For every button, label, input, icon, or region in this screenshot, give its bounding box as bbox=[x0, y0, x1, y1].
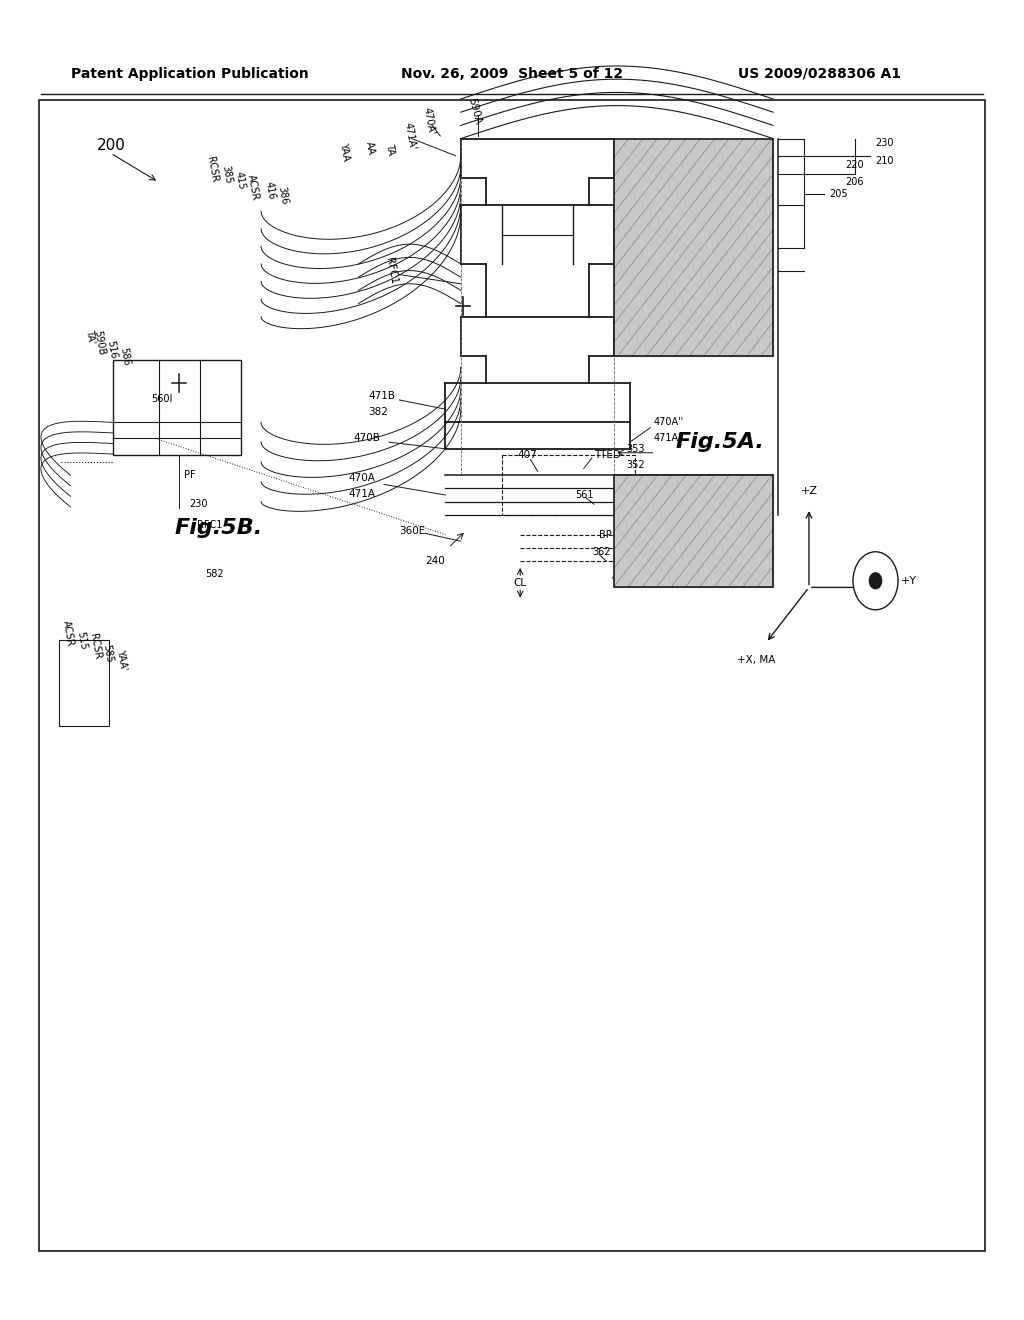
Text: 516: 516 bbox=[105, 339, 119, 360]
Text: 407: 407 bbox=[517, 450, 537, 461]
Text: 220: 220 bbox=[845, 160, 863, 170]
Text: TA: TA bbox=[384, 143, 396, 156]
Text: 200: 200 bbox=[97, 137, 126, 153]
Circle shape bbox=[869, 573, 882, 589]
Text: TTED: TTED bbox=[594, 450, 621, 461]
Text: +Z: +Z bbox=[801, 486, 817, 496]
Text: 416: 416 bbox=[263, 180, 276, 201]
Polygon shape bbox=[614, 139, 773, 356]
Text: RFC1: RFC1 bbox=[384, 256, 398, 285]
Text: 230: 230 bbox=[876, 137, 894, 148]
Bar bbox=[113, 360, 241, 455]
Text: Nov. 26, 2009  Sheet 5 of 12: Nov. 26, 2009 Sheet 5 of 12 bbox=[401, 67, 623, 81]
Text: 206: 206 bbox=[845, 177, 863, 187]
Text: 471A'': 471A'' bbox=[653, 433, 683, 444]
Circle shape bbox=[853, 552, 898, 610]
Text: RFC1: RFC1 bbox=[197, 520, 222, 531]
Text: PF: PF bbox=[184, 470, 196, 480]
Text: 240: 240 bbox=[425, 556, 444, 566]
Text: RCSR: RCSR bbox=[205, 156, 219, 182]
Text: 470A'': 470A'' bbox=[653, 417, 683, 428]
Text: Fig.5A.: Fig.5A. bbox=[676, 432, 765, 453]
Bar bbox=[614, 475, 773, 587]
Bar bbox=[614, 139, 773, 356]
Text: 210: 210 bbox=[876, 156, 894, 166]
Text: AA: AA bbox=[364, 140, 376, 156]
Text: ACSR: ACSR bbox=[246, 174, 260, 201]
Bar bbox=[59, 640, 109, 726]
Text: Fig.5B.: Fig.5B. bbox=[174, 517, 262, 539]
Text: 515: 515 bbox=[75, 630, 88, 651]
Text: US 2009/0288306 A1: US 2009/0288306 A1 bbox=[737, 67, 901, 81]
Text: +Y: +Y bbox=[881, 582, 897, 593]
Text: 471A': 471A' bbox=[402, 121, 417, 150]
Text: YAA: YAA bbox=[338, 141, 351, 162]
Text: 360E: 360E bbox=[399, 525, 426, 536]
Text: 561: 561 bbox=[575, 490, 594, 500]
Text: 353: 353 bbox=[627, 444, 645, 454]
Text: 352: 352 bbox=[627, 459, 645, 470]
Text: 471B: 471B bbox=[369, 391, 395, 401]
Text: 586: 586 bbox=[118, 346, 131, 367]
Text: 365: 365 bbox=[620, 565, 638, 576]
Text: 362: 362 bbox=[592, 546, 610, 557]
Text: 590B: 590B bbox=[92, 330, 106, 356]
Text: 470A: 470A bbox=[348, 473, 375, 483]
Text: Patent Application Publication: Patent Application Publication bbox=[71, 67, 308, 81]
Text: 385: 385 bbox=[220, 164, 233, 185]
Text: RCSR: RCSR bbox=[88, 634, 102, 660]
Text: CL: CL bbox=[514, 578, 526, 589]
Text: 582: 582 bbox=[205, 569, 223, 579]
Text: 471A: 471A bbox=[348, 488, 375, 499]
Text: 560I: 560I bbox=[152, 393, 173, 404]
Text: YAA': YAA' bbox=[115, 648, 128, 672]
Text: 350: 350 bbox=[627, 343, 646, 354]
Text: 585: 585 bbox=[101, 643, 115, 664]
Text: +Y: +Y bbox=[901, 576, 918, 586]
Text: 470B: 470B bbox=[353, 433, 380, 444]
Polygon shape bbox=[614, 475, 773, 587]
Bar bbox=[39, 100, 985, 1251]
Text: 205: 205 bbox=[829, 189, 848, 199]
Text: 590A: 590A bbox=[466, 96, 482, 125]
Text: 382: 382 bbox=[369, 407, 388, 417]
Text: 230: 230 bbox=[189, 499, 208, 510]
Text: PF 354: PF 354 bbox=[627, 288, 662, 298]
Text: 386: 386 bbox=[276, 185, 290, 206]
Text: BP: BP bbox=[599, 529, 611, 540]
Text: 470A': 470A' bbox=[422, 107, 436, 136]
Text: 415: 415 bbox=[233, 170, 247, 191]
Text: TA': TA' bbox=[84, 329, 96, 345]
Text: +X, MA: +X, MA bbox=[736, 655, 775, 665]
Text: 355: 355 bbox=[627, 259, 646, 269]
Text: ACSR: ACSR bbox=[61, 620, 76, 647]
Text: 360I: 360I bbox=[627, 315, 649, 326]
